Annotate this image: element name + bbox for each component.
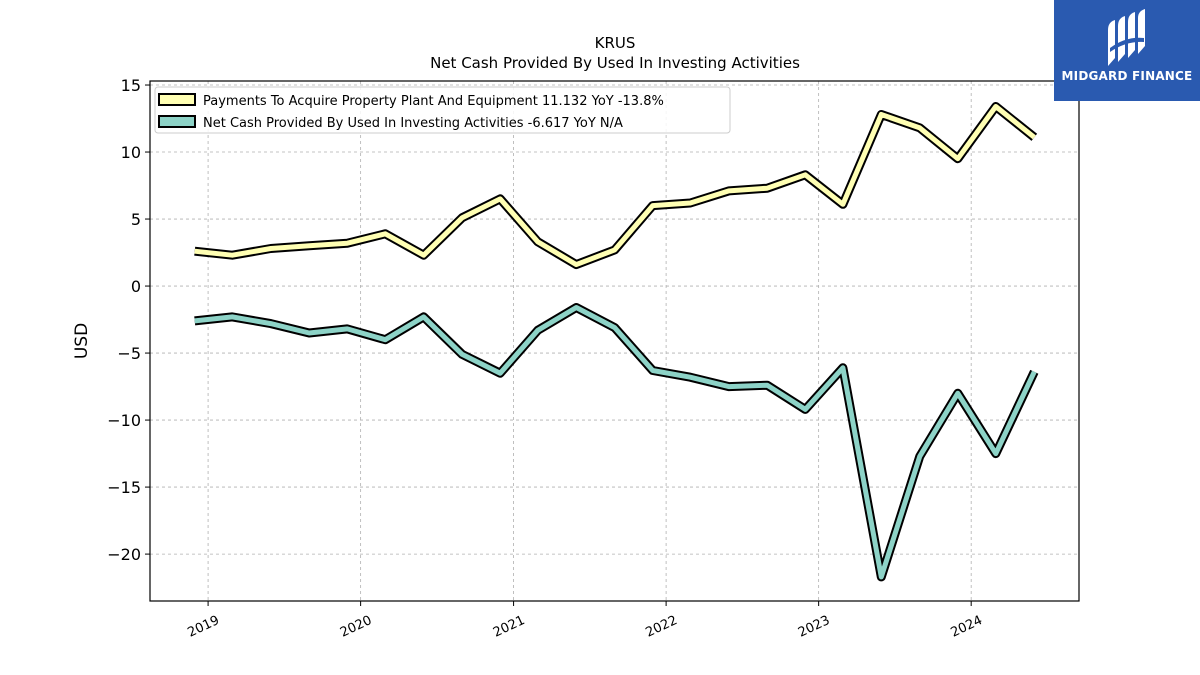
- midgard-logo-icon: [1108, 9, 1145, 66]
- series-layer: [194, 102, 1039, 582]
- x-tick-label: 2020: [338, 613, 374, 641]
- legend-box: [154, 86, 731, 134]
- series-line-1: [194, 305, 1037, 580]
- grid: [150, 81, 1079, 601]
- legend-label-1: Net Cash Provided By Used In Investing A…: [203, 116, 623, 131]
- y-tick-label: −10: [107, 411, 141, 430]
- x-tick-label: 2019: [185, 613, 221, 641]
- y-tick-label: −20: [107, 545, 141, 564]
- y-axis: 15 10 5 0 −5 −10 −15 −20: [107, 76, 150, 564]
- logo-text: MIDGARD FINANCE: [1061, 69, 1193, 83]
- y-tick-label: −5: [117, 344, 141, 363]
- series-outline-1: [194, 303, 1039, 582]
- x-tick-label: 2024: [949, 613, 985, 641]
- x-tick-label: 2021: [491, 613, 527, 641]
- y-tick-label: 0: [131, 277, 141, 296]
- brand-logo: MIDGARD FINANCE: [1054, 0, 1200, 101]
- legend: Payments To Acquire Property Plant And E…: [154, 86, 731, 134]
- legend-label-0: Payments To Acquire Property Plant And E…: [203, 94, 664, 109]
- y-tick-label: 10: [121, 143, 141, 162]
- series-line-0: [194, 104, 1036, 268]
- y-tick-label: 5: [131, 210, 141, 229]
- chart-title: KRUS: [595, 34, 636, 52]
- legend-swatch-0: [158, 93, 196, 106]
- x-tick-label: 2022: [643, 613, 679, 641]
- y-tick-label: 15: [121, 76, 141, 95]
- plot-frame: [149, 80, 1080, 602]
- x-tick-label: 2023: [796, 613, 832, 641]
- y-axis-label: USD: [72, 323, 92, 359]
- chart-subtitle: Net Cash Provided By Used In Investing A…: [430, 54, 800, 72]
- legend-swatch-1: [158, 115, 196, 128]
- x-axis: 2019 2020 2021 2022 2023 2024: [185, 601, 985, 641]
- y-tick-label: −15: [107, 478, 141, 497]
